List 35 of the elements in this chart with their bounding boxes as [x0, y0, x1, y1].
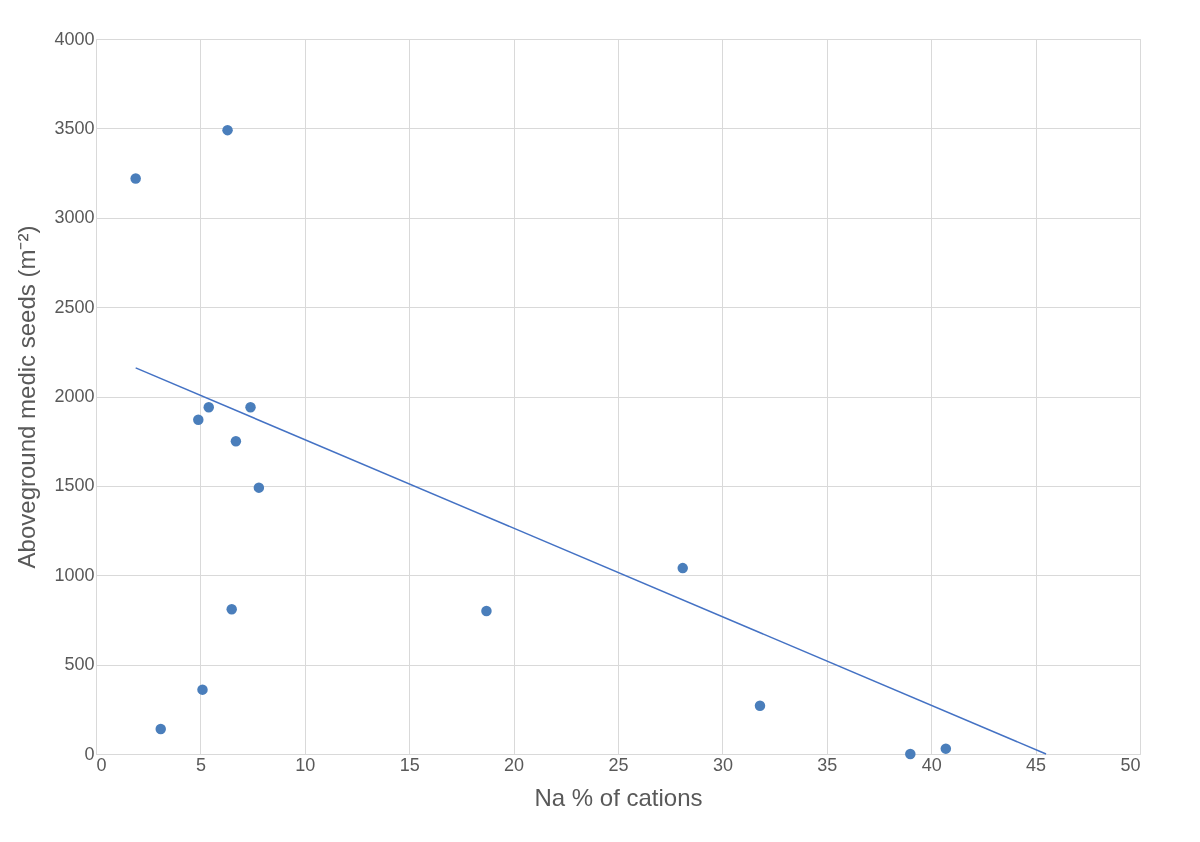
y-tick-label: 2000: [54, 386, 95, 406]
point: [203, 401, 214, 413]
point: [940, 743, 952, 754]
point: [905, 748, 916, 760]
x-tick-label: 5: [195, 754, 206, 775]
x-tick-label: 30: [712, 754, 733, 775]
x-tick-label: 10: [295, 754, 316, 775]
point: [754, 700, 766, 711]
x-tick-label: 50: [1120, 754, 1141, 775]
x-tick-label: 35: [817, 754, 838, 775]
point: [230, 435, 242, 447]
y-tick-label: 3000: [54, 207, 95, 228]
y-tick-label: 2500: [54, 296, 95, 317]
y-tick-label: 3500: [54, 117, 95, 138]
point: [245, 401, 256, 413]
point: [226, 603, 237, 615]
point: [222, 124, 233, 136]
point: [130, 173, 141, 184]
point: [481, 605, 492, 617]
y-axis-title: Aboveground medic seeds (m⁻²): [13, 225, 41, 569]
point: [155, 723, 166, 735]
y-tick-label: 500: [64, 654, 95, 675]
y-tick-label: 4000: [54, 28, 95, 49]
point: [193, 414, 204, 425]
x-tick-label: 15: [399, 754, 420, 775]
x-tick-label: 20: [504, 754, 525, 775]
point: [197, 684, 208, 695]
x-tick-label: 25: [608, 754, 629, 775]
x-tick-label: 40: [921, 754, 942, 775]
point: [677, 562, 688, 574]
point: [253, 482, 265, 493]
y-tick-label: 1500: [54, 475, 95, 496]
x-tick-label: 45: [1026, 754, 1047, 775]
x-axis-title: Na % of cations: [534, 783, 703, 811]
y-tick-label: 1000: [54, 564, 95, 585]
